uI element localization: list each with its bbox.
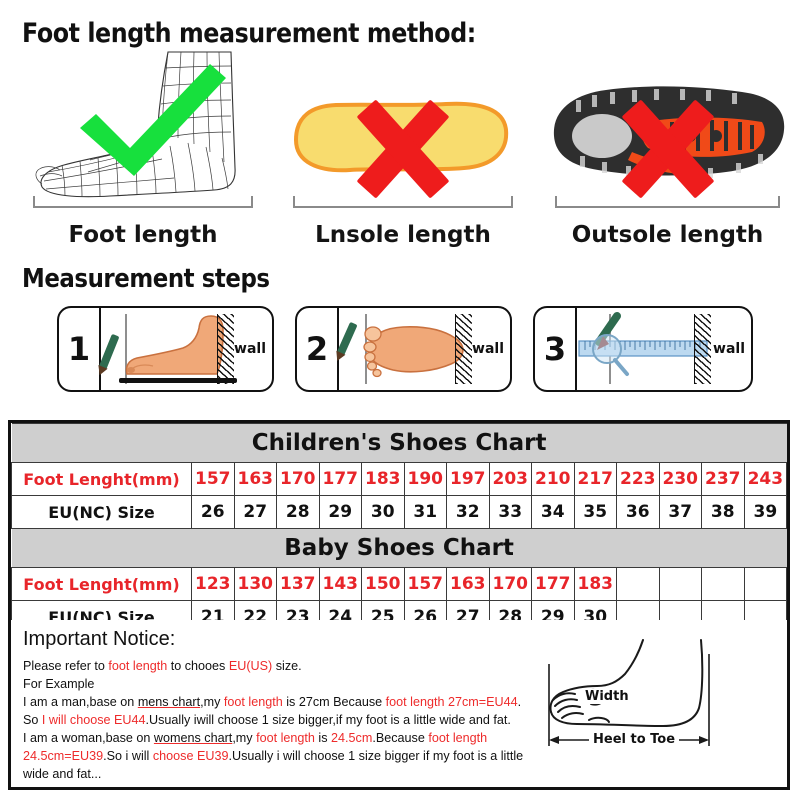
important-notice-box: Important Notice: Please refer to foot l… xyxy=(8,620,790,790)
method-panel-outsole: Outsole length xyxy=(540,48,795,248)
notice-line-1: Please refer to foot length to chooes EU… xyxy=(23,659,302,673)
cell: 37 xyxy=(658,495,702,529)
cell: 32 xyxy=(446,495,490,529)
cell: 150 xyxy=(361,567,405,601)
step-box-1: 1 wall xyxy=(57,306,274,392)
cell: 157 xyxy=(191,462,235,496)
cell: 217 xyxy=(573,462,617,496)
table-row: Foot Lenght(mm) 157 163 170 177 183 190 … xyxy=(11,462,788,496)
foot-measure-diagram: Width Heel to Toe xyxy=(543,634,773,759)
notice-line-7: wide and fat... xyxy=(23,767,102,781)
cell: 29 xyxy=(318,495,362,529)
cell: 33 xyxy=(488,495,532,529)
cell: 183 xyxy=(361,462,405,496)
table-row: Baby Shoes Chart xyxy=(11,528,787,568)
wall-label: wall xyxy=(234,341,266,357)
measure-bracket xyxy=(33,196,253,208)
cell: 190 xyxy=(403,462,447,496)
cell: 223 xyxy=(616,462,660,496)
cell: 177 xyxy=(531,567,575,601)
wall-hatch xyxy=(217,314,234,384)
green-check-icon xyxy=(80,64,226,176)
row-label: Foot Lenght(mm) xyxy=(11,567,192,601)
children-chart-title: Children's Shoes Chart xyxy=(11,423,787,463)
cell: 123 xyxy=(191,567,235,601)
method-panel-foot: Foot length xyxy=(18,48,268,248)
baby-chart-title: Baby Shoes Chart xyxy=(11,528,787,568)
cell: 38 xyxy=(701,495,745,529)
wall-hatch xyxy=(694,314,711,384)
wall-label: wall xyxy=(713,341,745,357)
cell: 26 xyxy=(191,495,235,529)
width-label: Width xyxy=(583,689,631,704)
cell: 203 xyxy=(488,462,532,496)
method-panel-caption: Outsole length xyxy=(571,222,764,248)
cell xyxy=(616,567,660,601)
notice-body: Please refer to foot length to chooes EU… xyxy=(23,657,543,783)
foot-mesh-icon xyxy=(18,48,268,200)
cell: 27 xyxy=(233,495,277,529)
step-number: 3 xyxy=(535,308,577,390)
notice-title: Important Notice: xyxy=(23,628,176,650)
cell: 35 xyxy=(573,495,617,529)
page-title-method: Foot length measurement method: xyxy=(22,18,476,49)
cell: 230 xyxy=(658,462,702,496)
cell: 30 xyxy=(361,495,405,529)
cell: 34 xyxy=(531,495,575,529)
size-chart-tables: Children's Shoes Chart Foot Lenght(mm) 1… xyxy=(8,420,790,637)
cell xyxy=(743,567,788,601)
wall-hatch xyxy=(455,314,472,384)
notice-line-4: So I will choose EU44.Usually iwill choo… xyxy=(23,713,511,727)
cell: 170 xyxy=(276,462,320,496)
cell: 163 xyxy=(446,567,490,601)
cell: 243 xyxy=(743,462,788,496)
foot-side-view-icon xyxy=(119,315,237,383)
red-cross-icon xyxy=(278,48,528,248)
wall-label: wall xyxy=(472,341,504,357)
method-panel-caption: Foot length xyxy=(68,222,218,248)
notice-line-5: I am a woman,base on womens chart,my foo… xyxy=(23,731,488,745)
heel-to-toe-label: Heel to Toe xyxy=(589,732,680,747)
cell xyxy=(658,567,702,601)
step-box-3: 3 xyxy=(533,306,753,392)
step-number: 2 xyxy=(297,308,339,390)
method-panel-caption: Lnsole length xyxy=(315,222,491,248)
step-number: 1 xyxy=(59,308,101,390)
ruler-magnifier-icon xyxy=(578,312,708,376)
cell: 177 xyxy=(318,462,362,496)
cell: 36 xyxy=(616,495,660,529)
measure-bracket xyxy=(555,196,781,208)
cell: 157 xyxy=(403,567,447,601)
cell: 197 xyxy=(446,462,490,496)
cell: 210 xyxy=(531,462,575,496)
table-row: Children's Shoes Chart xyxy=(11,423,787,463)
notice-line-2: For Example xyxy=(23,677,95,691)
cell: 237 xyxy=(701,462,745,496)
cell: 163 xyxy=(233,462,277,496)
row-label: Foot Lenght(mm) xyxy=(11,462,192,496)
measure-bracket xyxy=(293,196,513,208)
method-panel-insole: Lnsole length xyxy=(278,48,528,248)
cell: 143 xyxy=(318,567,362,601)
step-box-2: 2 wall xyxy=(295,306,512,392)
notice-line-3: I am a man,base on mens chart,my foot le… xyxy=(23,695,522,709)
cell: 28 xyxy=(276,495,320,529)
row-label: EU(NC) Size xyxy=(11,495,192,529)
notice-line-6: 24.5cm=EU39.So i will choose EU39.Usuall… xyxy=(23,749,524,763)
cell: 39 xyxy=(743,495,788,529)
table-row: EU(NC) Size 26 27 28 29 30 31 32 33 34 3… xyxy=(11,495,788,529)
shoes-chart-table: Children's Shoes Chart Foot Lenght(mm) 1… xyxy=(11,423,788,634)
table-row: Foot Lenght(mm) 123 130 137 143 150 157 … xyxy=(11,567,788,601)
cell: 137 xyxy=(276,567,320,601)
cell: 183 xyxy=(573,567,617,601)
cell: 170 xyxy=(488,567,532,601)
cell xyxy=(701,567,745,601)
cell: 130 xyxy=(233,567,277,601)
section-title-steps: Measurement steps xyxy=(22,264,270,294)
red-cross-icon xyxy=(540,48,795,248)
cell: 31 xyxy=(403,495,447,529)
